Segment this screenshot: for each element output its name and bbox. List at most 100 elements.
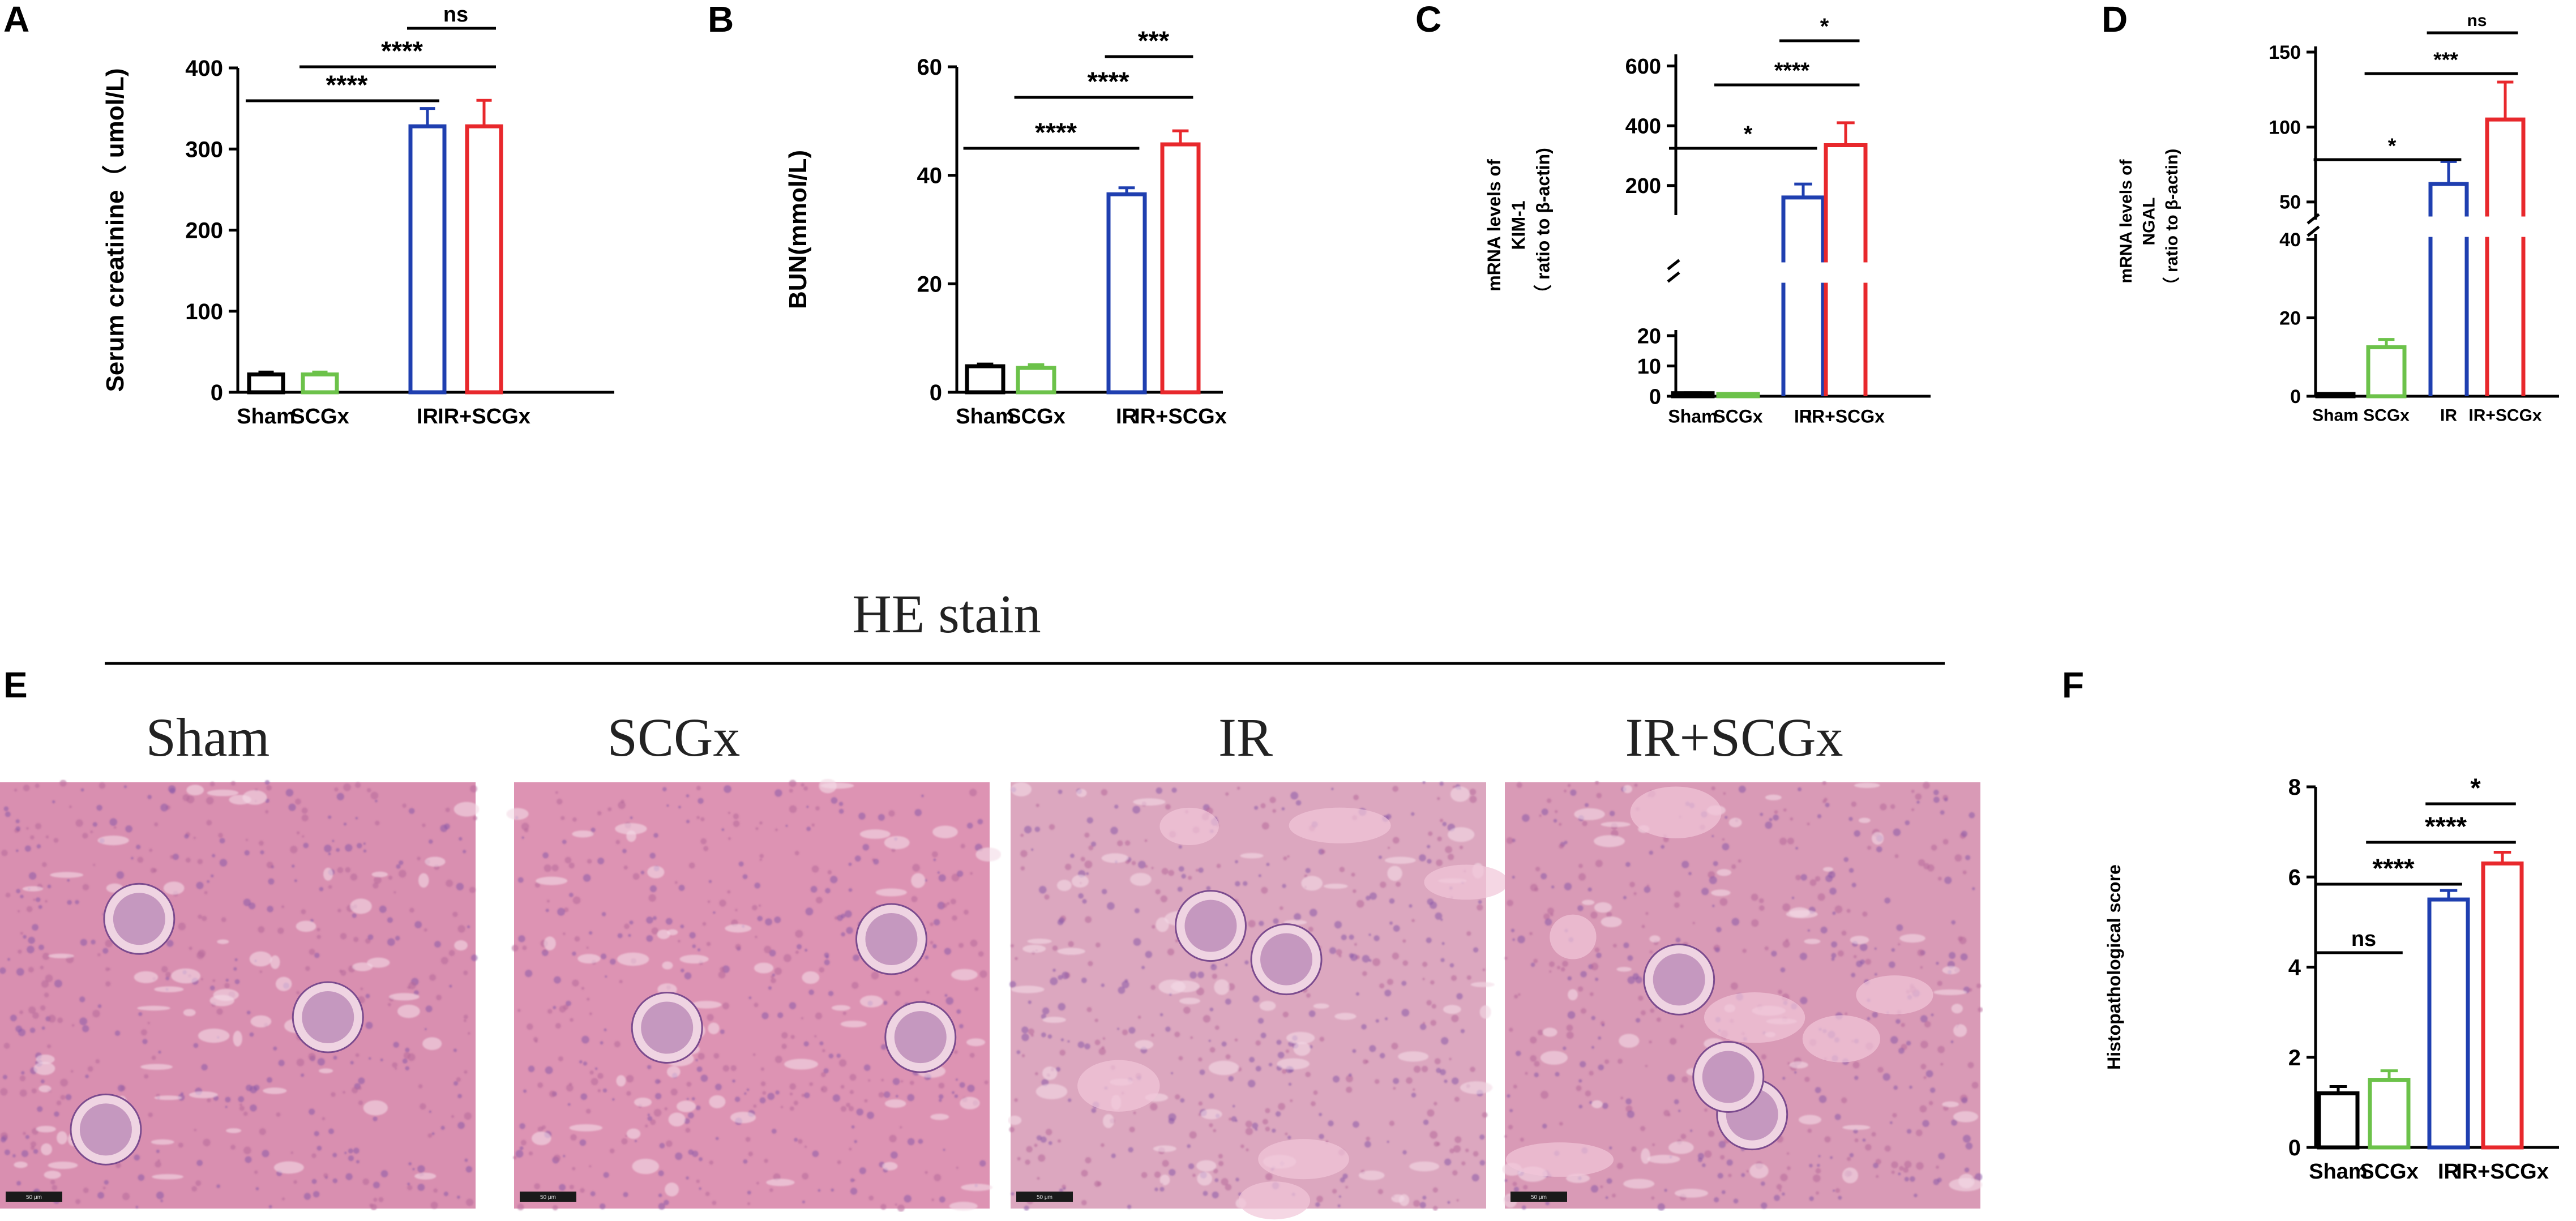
tubule-lumen <box>617 952 649 966</box>
tubule-lumen <box>275 976 292 991</box>
nucleus <box>79 1017 88 1026</box>
nucleus <box>1555 1072 1560 1077</box>
nucleus <box>597 1073 604 1079</box>
nucleus <box>225 1096 231 1103</box>
tubule-lumen <box>666 1066 681 1078</box>
tubule-lumen <box>1674 1189 1709 1198</box>
nucleus <box>1525 1072 1528 1075</box>
nucleus <box>513 1155 517 1160</box>
nucleus <box>273 1046 277 1051</box>
tubule-lumen <box>1591 1100 1603 1108</box>
nucleus <box>467 925 470 928</box>
nucleus <box>1353 1121 1359 1128</box>
nucleus <box>647 1113 651 1116</box>
nucleus <box>1909 1176 1915 1182</box>
nucleus <box>1440 958 1445 962</box>
nucleus <box>562 932 566 935</box>
nucleus <box>48 1014 56 1023</box>
tubule-lumen <box>137 1005 170 1011</box>
nucleus <box>630 816 633 820</box>
nucleus <box>1180 1098 1185 1103</box>
nucleus <box>1544 918 1552 926</box>
nucleus <box>52 800 55 804</box>
nucleus <box>1646 884 1650 888</box>
nucleus <box>1773 815 1779 821</box>
panel-letter-e: E <box>3 665 28 705</box>
nucleus <box>756 1181 759 1185</box>
nucleus <box>212 854 216 858</box>
nucleus <box>856 1108 863 1116</box>
nucleus <box>1967 1062 1974 1069</box>
nucleus <box>837 1160 841 1164</box>
nucleus <box>1645 912 1649 915</box>
nucleus <box>713 911 716 914</box>
nucleus <box>1352 1049 1357 1053</box>
nucleus <box>1969 988 1972 992</box>
nucleus <box>60 1095 66 1100</box>
nucleus <box>452 911 458 917</box>
nucleus <box>597 857 605 864</box>
nucleus <box>0 1137 7 1143</box>
tubule-lumen <box>140 1064 173 1070</box>
nucleus <box>1948 952 1956 959</box>
nucleus <box>417 1165 425 1173</box>
x-tick-label: Sham <box>2312 406 2359 425</box>
nucleus <box>615 839 621 845</box>
nucleus <box>1277 1052 1285 1059</box>
nucleus <box>1751 893 1758 901</box>
nucleus <box>1471 1173 1479 1182</box>
nucleus <box>332 839 335 842</box>
nucleus <box>564 856 572 864</box>
nucleus <box>1362 971 1367 976</box>
nucleus <box>568 862 575 869</box>
nucleus <box>1508 1125 1513 1130</box>
nucleus <box>1580 1008 1586 1014</box>
nucleus <box>1422 781 1426 784</box>
nucleus <box>42 953 50 960</box>
nucleus <box>1451 1014 1459 1022</box>
nucleus <box>1348 1073 1352 1077</box>
nucleus <box>234 979 240 984</box>
x-tick-label: IR <box>417 405 438 429</box>
nucleus <box>1427 1109 1435 1117</box>
nucleus <box>850 1178 854 1183</box>
nucleus <box>1255 1065 1261 1072</box>
nucleus <box>362 1178 370 1185</box>
nucleus <box>1041 1032 1046 1038</box>
nucleus <box>1436 859 1443 867</box>
nucleus <box>1473 1151 1479 1157</box>
nucleus <box>937 901 945 910</box>
nucleus <box>933 919 940 926</box>
nucleus <box>1884 897 1891 904</box>
nucleus <box>203 1138 211 1146</box>
nucleus <box>722 1065 730 1072</box>
glomerulus-tuft <box>865 912 918 965</box>
nucleus <box>1848 817 1853 821</box>
nucleus <box>345 844 353 852</box>
nucleus <box>628 933 631 937</box>
nucleus <box>918 1138 923 1144</box>
nucleus <box>1393 925 1400 932</box>
scale-bar-label: 50 μm <box>1037 1194 1052 1201</box>
nucleus <box>959 1024 964 1029</box>
nucleus <box>1209 1007 1214 1012</box>
significance-label: * <box>2470 773 2481 803</box>
he-label-scgx: SCGx <box>607 707 741 768</box>
injury-region <box>1630 786 1722 839</box>
nucleus <box>1835 1188 1841 1193</box>
nucleus <box>760 1081 766 1086</box>
nucleus <box>1894 854 1899 858</box>
tubule-lumen <box>859 995 883 1008</box>
nucleus <box>1212 973 1218 979</box>
nucleus <box>70 1070 74 1073</box>
nucleus <box>1127 1205 1132 1209</box>
y-tick-label: 400 <box>185 56 223 81</box>
nucleus <box>1278 1103 1286 1111</box>
y-axis-label: BUN(mmol/L) <box>784 150 812 309</box>
nucleus <box>1311 1101 1316 1107</box>
nucleus <box>219 838 225 844</box>
nucleus <box>1585 1090 1591 1096</box>
tubule-lumen <box>1594 902 1612 913</box>
nucleus <box>1107 902 1115 910</box>
nucleus <box>1923 782 1930 789</box>
